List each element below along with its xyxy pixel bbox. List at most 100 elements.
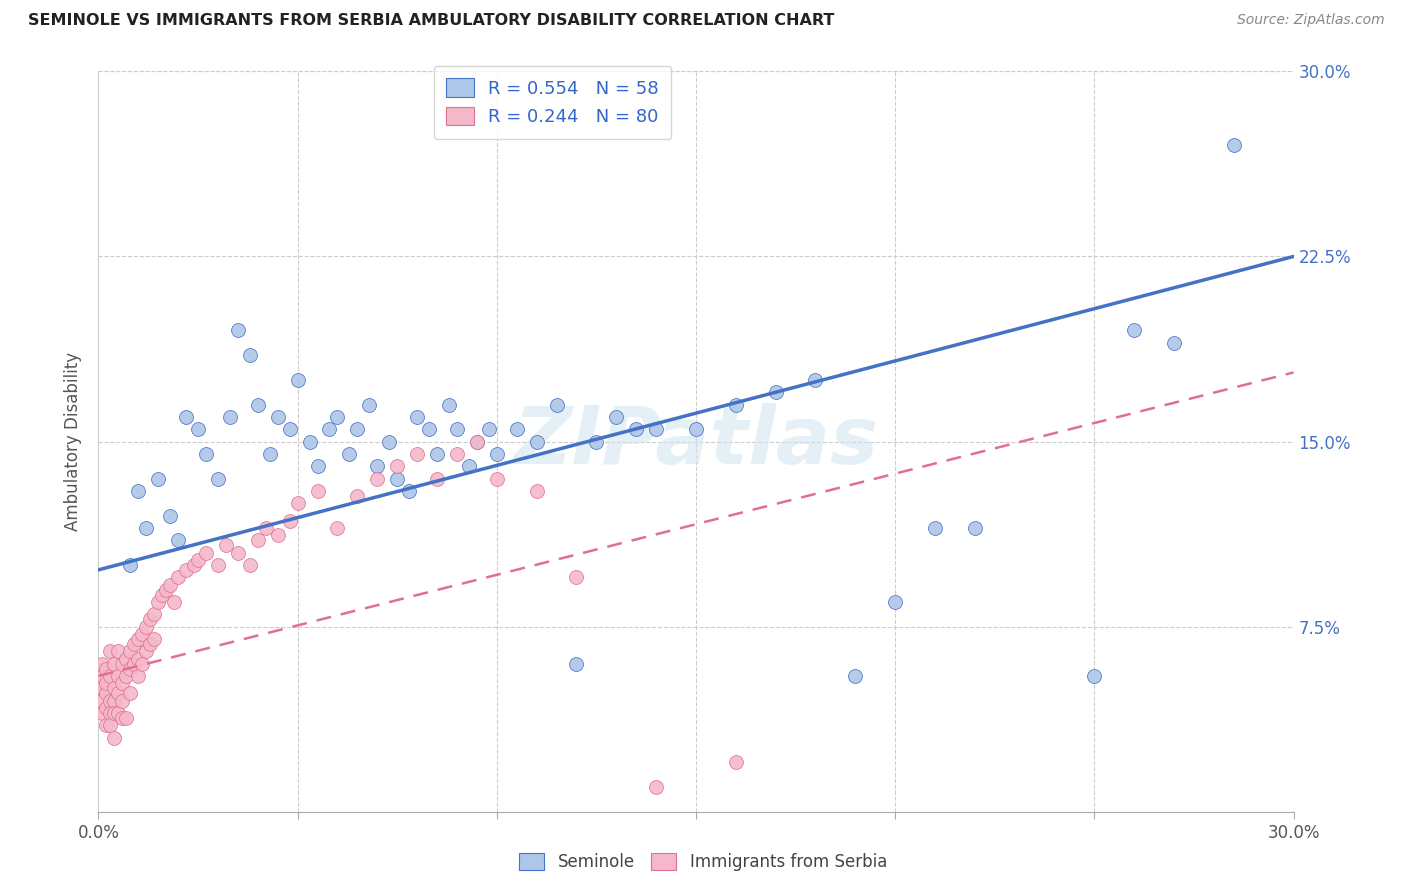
Point <box>585 434 607 449</box>
Point <box>107 706 129 720</box>
Point <box>187 553 209 567</box>
Point <box>478 422 501 436</box>
Point <box>183 558 205 572</box>
Point <box>465 434 488 449</box>
Point <box>111 711 134 725</box>
Point <box>148 595 170 609</box>
Point <box>366 459 388 474</box>
Point <box>96 662 118 676</box>
Point <box>96 686 118 700</box>
Point <box>159 577 181 591</box>
Point <box>91 706 114 720</box>
Point <box>804 373 827 387</box>
Point <box>426 447 449 461</box>
Point <box>765 385 787 400</box>
Point <box>98 644 122 658</box>
Point <box>458 459 481 474</box>
Point <box>174 409 197 424</box>
Point <box>135 619 157 633</box>
Point <box>139 637 162 651</box>
Point <box>103 657 125 671</box>
Point <box>107 669 129 683</box>
Text: SEMINOLE VS IMMIGRANTS FROM SERBIA AMBULATORY DISABILITY CORRELATION CHART: SEMINOLE VS IMMIGRANTS FROM SERBIA AMBUL… <box>28 13 835 29</box>
Point <box>98 694 122 708</box>
Point <box>346 489 368 503</box>
Point <box>98 706 122 720</box>
Point <box>446 422 468 436</box>
Point <box>127 651 149 665</box>
Point <box>215 538 238 552</box>
Point <box>115 669 138 683</box>
Point <box>1163 335 1185 350</box>
Point <box>406 409 429 424</box>
Point <box>163 595 186 609</box>
Point <box>107 644 129 658</box>
Point <box>150 588 173 602</box>
Point <box>254 521 277 535</box>
Point <box>359 398 381 412</box>
Point <box>124 657 146 671</box>
Point <box>91 657 114 671</box>
Point <box>207 471 229 485</box>
Point <box>565 657 588 671</box>
Point <box>124 637 146 651</box>
Point <box>159 508 181 523</box>
Text: Source: ZipAtlas.com: Source: ZipAtlas.com <box>1237 13 1385 28</box>
Point <box>526 434 548 449</box>
Point <box>1223 138 1246 153</box>
Point <box>844 669 866 683</box>
Point <box>120 644 142 658</box>
Point <box>96 718 118 732</box>
Point <box>465 434 488 449</box>
Point <box>924 521 946 535</box>
Point <box>645 422 668 436</box>
Point <box>259 447 281 461</box>
Point <box>298 434 321 449</box>
Y-axis label: Ambulatory Disability: Ambulatory Disability <box>65 352 83 531</box>
Point <box>135 521 157 535</box>
Point <box>139 612 162 626</box>
Point <box>385 459 409 474</box>
Point <box>287 373 309 387</box>
Point <box>143 607 166 622</box>
Point <box>103 681 125 696</box>
Point <box>267 528 290 542</box>
Point <box>111 676 134 690</box>
Point <box>239 558 262 572</box>
Point <box>120 558 142 572</box>
Legend: Seminole, Immigrants from Serbia: Seminole, Immigrants from Serbia <box>510 845 896 880</box>
Point <box>96 701 118 715</box>
Point <box>287 496 309 510</box>
Text: ZIPatlas: ZIPatlas <box>513 402 879 481</box>
Point <box>91 669 114 683</box>
Point <box>724 398 747 412</box>
Point <box>326 521 349 535</box>
Point <box>131 657 153 671</box>
Point <box>307 483 329 498</box>
Point <box>278 422 301 436</box>
Point <box>219 409 242 424</box>
Point <box>195 447 218 461</box>
Point <box>366 471 388 485</box>
Point <box>398 483 420 498</box>
Point <box>115 651 138 665</box>
Point <box>103 731 125 745</box>
Point <box>426 471 449 485</box>
Point <box>246 533 269 548</box>
Point <box>91 681 114 696</box>
Point <box>346 422 368 436</box>
Point <box>103 694 125 708</box>
Point <box>111 694 134 708</box>
Point <box>446 447 468 461</box>
Point <box>884 595 907 609</box>
Point <box>318 422 340 436</box>
Point <box>91 694 114 708</box>
Point <box>246 398 269 412</box>
Point <box>378 434 401 449</box>
Point <box>645 780 668 794</box>
Point <box>385 471 409 485</box>
Point <box>437 398 460 412</box>
Point <box>127 632 149 646</box>
Point <box>278 514 301 528</box>
Point <box>174 563 197 577</box>
